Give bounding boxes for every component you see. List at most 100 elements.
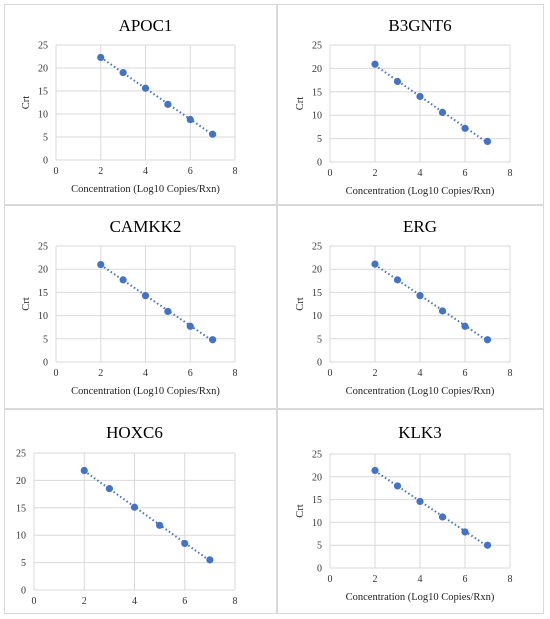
x-tick-label: 6 xyxy=(182,596,187,607)
y-tick-label: 10 xyxy=(312,311,322,322)
data-point xyxy=(393,77,402,86)
x-tick-label: 4 xyxy=(132,596,137,607)
data-point xyxy=(130,503,139,511)
x-tick-label: 4 xyxy=(143,368,148,379)
chart-panel-erg: ERG 0 5 10 15 20 25 0 2 4 6 8 Concentration (Log10 C… xyxy=(277,205,544,409)
y-tick-label: 0 xyxy=(43,358,48,369)
y-tick-label: 15 xyxy=(38,288,48,299)
chart-title: HOXC6 xyxy=(106,423,163,442)
data-point xyxy=(461,528,469,536)
y-tick-label: 5 xyxy=(43,133,48,144)
chart-title: KLK3 xyxy=(398,423,441,442)
y-axis-label: Crt xyxy=(21,96,32,110)
data-point xyxy=(164,307,172,316)
y-tick-label: 25 xyxy=(312,450,322,461)
y-tick-label: 0 xyxy=(317,158,322,169)
data-point xyxy=(461,124,469,132)
chart-panel-apoc1: APOC1 0 5 10 15 20 25 0 2 4 6 8 Concentration (Log10… xyxy=(4,4,277,205)
x-tick-label: 4 xyxy=(418,368,423,379)
data-point xyxy=(483,541,492,549)
data-point xyxy=(438,307,447,315)
x-tick-label: 0 xyxy=(54,166,59,177)
y-tick-label: 15 xyxy=(312,288,322,299)
y-tick-label: 0 xyxy=(317,564,322,575)
x-axis-label: Concentration (Log10 Copies/Rxn) xyxy=(346,386,495,397)
data-point xyxy=(483,137,492,146)
x-tick-label: 8 xyxy=(508,168,513,179)
x-axis-label: Concentration (Log10 Copies/Rxn) xyxy=(346,186,495,197)
x-tick-label: 6 xyxy=(463,168,468,179)
x-tick-label: 2 xyxy=(373,168,378,179)
x-tick-label: 2 xyxy=(373,368,378,379)
x-tick-label: 8 xyxy=(233,368,238,379)
y-axis-label: Crt xyxy=(295,297,306,311)
data-point xyxy=(119,276,127,284)
y-axis-label: Crt xyxy=(295,97,306,111)
y-tick-label: 10 xyxy=(312,111,322,122)
y-tick-label: 15 xyxy=(16,503,26,514)
chart-panel-klk3: KLK3 0 5 10 15 20 25 0 2 4 6 8 Concentration (Log10 … xyxy=(277,409,544,614)
y-tick-label: 20 xyxy=(312,265,322,276)
y-tick-label: 0 xyxy=(21,586,26,597)
data-point xyxy=(416,92,424,101)
data-point xyxy=(371,466,379,475)
x-tick-label: 8 xyxy=(508,574,513,585)
x-tick-label: 8 xyxy=(233,166,238,177)
y-tick-label: 25 xyxy=(38,41,48,52)
x-tick-label: 6 xyxy=(463,574,468,585)
y-tick-label: 5 xyxy=(21,558,26,569)
trendline xyxy=(374,64,489,144)
data-point xyxy=(461,322,469,330)
x-tick-label: 0 xyxy=(32,596,37,607)
chart-panel-hoxc6: HOXC6 0 5 10 15 20 25 0 2 4 6 8 xyxy=(4,409,277,614)
chart-panel-b3gnt6: B3GNT6 0 5 10 15 20 25 0 2 4 6 8 Concentration (Log1… xyxy=(277,4,544,205)
data-point xyxy=(416,497,424,506)
data-point xyxy=(371,60,379,68)
x-tick-label: 2 xyxy=(82,596,87,607)
data-point xyxy=(483,336,492,344)
y-tick-label: 20 xyxy=(312,472,322,483)
y-tick-label: 15 xyxy=(38,87,48,98)
data-point xyxy=(206,556,214,564)
x-tick-label: 0 xyxy=(328,574,333,585)
y-tick-label: 20 xyxy=(38,265,48,276)
x-axis-label: Concentration (Log10 Copies/Rxn) xyxy=(346,592,495,603)
y-tick-label: 15 xyxy=(312,87,322,98)
x-tick-label: 4 xyxy=(418,574,423,585)
x-tick-label: 2 xyxy=(98,166,103,177)
y-tick-label: 5 xyxy=(317,334,322,345)
x-tick-label: 2 xyxy=(98,368,103,379)
data-point xyxy=(164,100,172,108)
trendline xyxy=(374,470,489,548)
data-point xyxy=(97,260,105,269)
data-point xyxy=(119,69,127,77)
data-point xyxy=(181,539,189,548)
data-point xyxy=(393,276,402,284)
y-tick-label: 20 xyxy=(312,64,322,75)
y-tick-label: 5 xyxy=(317,541,322,552)
data-point xyxy=(371,260,379,268)
x-tick-label: 4 xyxy=(143,166,148,177)
data-point xyxy=(105,485,113,493)
x-axis-label: Concentration (Log10 Copies/Rxn) xyxy=(71,184,220,195)
y-tick-label: 15 xyxy=(312,495,322,506)
x-tick-label: 8 xyxy=(508,368,513,379)
data-point xyxy=(141,84,150,92)
y-tick-label: 25 xyxy=(312,41,322,52)
chart-svg: B3GNT6 0 5 10 15 20 25 0 2 4 6 8 Concentration (Log1… xyxy=(295,16,513,197)
data-point xyxy=(209,130,217,138)
data-point xyxy=(416,292,424,300)
chart-panel-camkk2: CAMKK2 0 5 10 15 20 25 0 2 4 6 8 Concentration (Log1… xyxy=(4,205,277,409)
trendline xyxy=(83,470,211,562)
data-point xyxy=(393,482,402,490)
chart-title: B3GNT6 xyxy=(388,16,451,35)
y-tick-label: 25 xyxy=(312,242,322,253)
data-point xyxy=(209,336,217,344)
data-point xyxy=(156,521,164,529)
y-tick-label: 20 xyxy=(16,476,26,487)
trendline xyxy=(100,56,214,136)
data-point xyxy=(186,115,194,124)
chart-svg: KLK3 0 5 10 15 20 25 0 2 4 6 8 Concentration (Log10 … xyxy=(295,423,513,603)
data-point xyxy=(186,322,194,330)
